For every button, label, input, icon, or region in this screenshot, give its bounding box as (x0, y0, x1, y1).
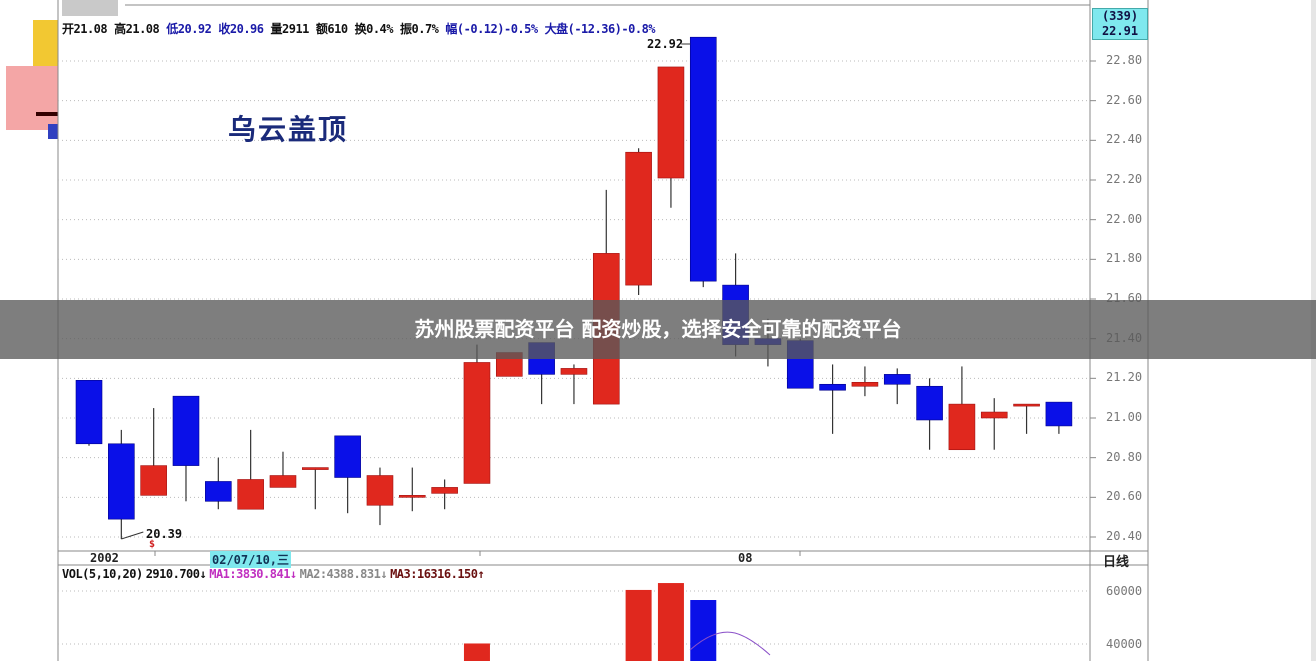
price-tick: 20.40 (1106, 528, 1143, 543)
price-tick: 22.40 (1106, 132, 1143, 147)
price-tick: 22.00 (1106, 211, 1143, 226)
price-tick: 20.60 (1106, 489, 1143, 504)
candle-body (172, 395, 200, 466)
overlay-banner: 苏州股票配资平台 配资炒股，选择安全可靠的配资平台 (0, 300, 1316, 359)
volume-bar (657, 583, 684, 661)
candle-body (851, 381, 879, 387)
quote-field: 额610 (315, 22, 348, 36)
volume-legend-item: MA2:4388.831↓ (299, 567, 388, 581)
quote-field: 低20.92 (166, 22, 212, 36)
year-label: 2002 (90, 551, 119, 565)
candle-body (398, 495, 426, 498)
quote-field: 高21.08 (114, 22, 160, 36)
high-label: 22.92 (647, 37, 684, 51)
cursor-date: 02/07/10,三 (210, 551, 292, 568)
volume-legend-item: MA3:16316.150↑ (390, 567, 485, 581)
price-tick: 21.00 (1106, 409, 1143, 424)
pattern-title: 乌云盖顶 (228, 113, 349, 146)
candle-body (1013, 403, 1040, 407)
candle-body (819, 383, 846, 391)
candle-body (108, 443, 135, 520)
month-label: 08 (738, 551, 753, 565)
quote-field: 换0.4% (354, 22, 394, 36)
candle-body (269, 475, 297, 488)
blurred-block (62, 0, 118, 16)
vol-tick: 40000 (1106, 637, 1143, 651)
quote-field: 振0.7% (400, 22, 439, 36)
volume-bar (625, 589, 652, 661)
candle-body (302, 467, 329, 470)
quote-field: 开21.08 (62, 22, 108, 36)
volume-legend: VOL(5,10,20) 2910.700↓ MA1:3830.841↓ MA2:43… (62, 567, 487, 581)
quote-header: 开21.08 高21.08 低20.92 收20.96 量2911 额610 换0.4% 振0… (62, 20, 662, 37)
volume-bar (463, 643, 490, 661)
volume-bar (690, 600, 717, 661)
price-tick: 22.80 (1106, 53, 1143, 67)
quote-field: 量2911 (270, 22, 310, 36)
quote-field: 幅(-0.12)-0.5% (445, 22, 538, 36)
period-label[interactable]: 日线 (1103, 555, 1130, 570)
quote-field: 收20.96 (218, 22, 264, 36)
price-tick: 20.80 (1106, 449, 1143, 464)
current-count: (339) (1101, 9, 1139, 23)
candle-body (366, 475, 394, 506)
logo-blue-block (48, 124, 58, 139)
candle-body (237, 479, 264, 510)
candle-body (689, 36, 717, 282)
candle-body (334, 435, 361, 478)
candle-body (463, 362, 491, 484)
candle-body (560, 368, 588, 375)
candle-body (431, 487, 458, 494)
candle-body (657, 66, 685, 179)
logo-red-block (6, 66, 58, 130)
candle-body (205, 481, 232, 502)
candle-body (883, 374, 911, 385)
candle-body (916, 385, 943, 421)
low-pointer (121, 531, 144, 540)
price-tick: 21.20 (1106, 370, 1143, 385)
candle-body (625, 151, 652, 286)
low-marker: $ (149, 539, 156, 550)
logo-dash (36, 112, 58, 116)
low-label: 20.39 (146, 527, 183, 541)
candle-body (948, 403, 976, 451)
quote-field: 大盘(-12.36)-0.8% (544, 22, 656, 36)
current-price: 22.91 (1101, 24, 1139, 38)
current-price-box: (339) 22.91 (1092, 8, 1148, 40)
volume-legend-item: MA1:3830.841↓ (209, 567, 297, 581)
price-tick: 21.80 (1106, 251, 1143, 266)
candle-body (75, 380, 103, 445)
price-tick: 22.20 (1106, 171, 1143, 186)
volume-legend-item: VOL(5,10,20) (62, 567, 143, 581)
candle-body (140, 465, 167, 496)
volume-ma-line (689, 631, 771, 656)
candle-body (1045, 401, 1073, 427)
price-tick: 22.60 (1106, 92, 1143, 107)
volume-legend-item: 2910.700↓ (145, 567, 207, 581)
vol-tick: 60000 (1106, 584, 1143, 598)
candle-body (980, 411, 1008, 419)
logo-yellow-block (33, 20, 58, 66)
